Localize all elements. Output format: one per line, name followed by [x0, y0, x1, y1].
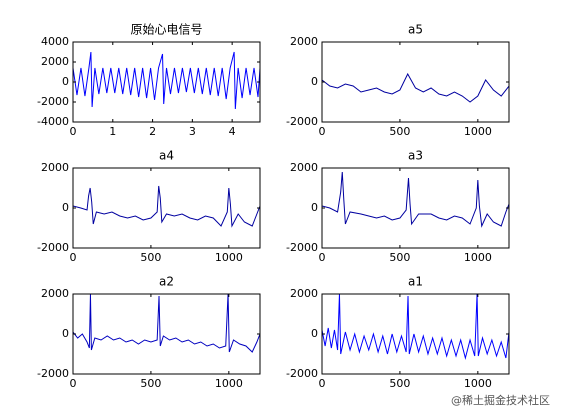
signal-line [73, 51, 260, 110]
subplot-title: a5 [408, 23, 423, 37]
y-tick-label: 2000 [290, 35, 318, 48]
x-tick-label: 1000 [464, 251, 492, 264]
y-tick-label: -2000 [286, 241, 318, 254]
x-tick-label: 500 [389, 251, 410, 264]
x-tick-label: 2 [149, 125, 156, 138]
x-tick-label: 0 [319, 251, 326, 264]
x-tick-label: 500 [140, 377, 161, 390]
signal-line [73, 294, 260, 353]
subplot-title: a2 [159, 275, 174, 289]
x-tick-label: 500 [140, 251, 161, 264]
x-tick-label: 500 [389, 125, 410, 138]
y-tick-label: 2000 [290, 161, 318, 174]
y-tick-label: 2000 [41, 287, 69, 300]
signal-line [322, 171, 509, 228]
x-tick-label: 0 [319, 125, 326, 138]
y-tick-label: 0 [311, 201, 318, 214]
y-tick-label: 0 [62, 201, 69, 214]
y-tick-label: -2000 [286, 367, 318, 380]
x-tick-label: 1000 [464, 377, 492, 390]
signal-line [322, 294, 509, 360]
y-tick-label: 0 [311, 75, 318, 88]
y-tick-label: 2000 [41, 161, 69, 174]
subplot-title: a1 [408, 275, 423, 289]
y-tick-label: 0 [62, 75, 69, 88]
y-tick-label: 2000 [41, 55, 69, 68]
y-tick-label: 0 [62, 327, 69, 340]
x-tick-label: 4 [229, 125, 236, 138]
subplot-title: 原始心电信号 [130, 23, 202, 37]
x-tick-label: 1 [109, 125, 116, 138]
y-tick-label: -4000 [37, 115, 69, 128]
watermark: @稀土掘金技术社区 [451, 393, 550, 407]
x-tick-label: 0 [319, 377, 326, 390]
x-tick-label: 3 [189, 125, 196, 138]
x-tick-label: 0 [70, 377, 77, 390]
subplot-title: a3 [408, 149, 423, 163]
y-tick-label: 4000 [41, 35, 69, 48]
x-tick-label: 0 [70, 125, 77, 138]
x-tick-label: 1000 [215, 251, 243, 264]
signal-line [322, 72, 509, 103]
y-tick-label: 0 [311, 327, 318, 340]
y-tick-label: -2000 [37, 241, 69, 254]
signal-line [73, 185, 260, 228]
y-tick-label: -2000 [37, 367, 69, 380]
x-tick-label: 500 [389, 377, 410, 390]
x-tick-label: 0 [70, 251, 77, 264]
y-tick-label: -2000 [286, 115, 318, 128]
subplot-title: a4 [159, 149, 174, 163]
x-tick-label: 1000 [215, 377, 243, 390]
x-tick-label: 1000 [464, 125, 492, 138]
y-tick-label: -2000 [37, 95, 69, 108]
y-tick-label: 2000 [290, 287, 318, 300]
